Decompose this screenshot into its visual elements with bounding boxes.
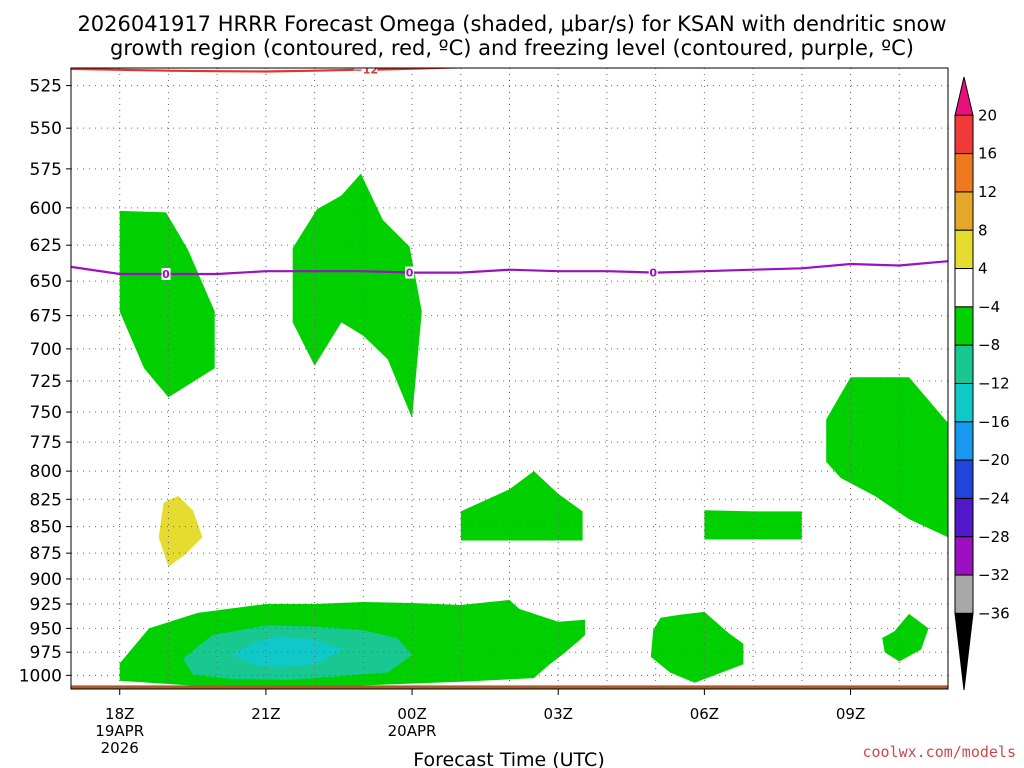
y-tick-label-775: 775 bbox=[30, 433, 62, 453]
contour-0 bbox=[71, 260, 948, 276]
plot-frame bbox=[70, 67, 949, 690]
omega-colorbar: 20 16 12 8 4 −4 −8 −12 −16 −20 −24 −28 −32 −36 bbox=[954, 76, 1010, 691]
colorbar-label-9: −20 bbox=[978, 451, 1010, 469]
contour-label-0-2: 0 bbox=[649, 267, 657, 280]
y-tick-label-525: 525 bbox=[30, 77, 62, 97]
omega-region-9 bbox=[882, 613, 929, 662]
omega-region-10 bbox=[158, 496, 203, 567]
x-axis-label: Forecast Time (UTC) bbox=[413, 749, 604, 768]
contour-label-bg-0-1 bbox=[405, 266, 415, 279]
y-tick-label-950: 950 bbox=[30, 619, 62, 639]
colorbar-box-5 bbox=[954, 268, 974, 308]
y-tick-label-850: 850 bbox=[30, 518, 62, 538]
ground-surface bbox=[71, 685, 948, 689]
x-tick-label-06Z: 06Z bbox=[690, 705, 719, 723]
colorbar-box-10 bbox=[954, 459, 974, 499]
y-tick-label-1000: 1000 bbox=[19, 666, 62, 686]
chart-title-line2: growth region (contoured, red, ºC) and f… bbox=[110, 36, 914, 60]
y-tick-label-750: 750 bbox=[30, 403, 62, 423]
y-tick-label-875: 875 bbox=[30, 544, 62, 564]
colorbar-box-8 bbox=[954, 383, 974, 423]
contour-label-1-0: −12 bbox=[354, 64, 379, 77]
colorbar-box-2 bbox=[954, 153, 974, 193]
colorbar-label-12: −32 bbox=[978, 566, 1010, 584]
x-tick-label-09Z: 09Z bbox=[836, 705, 865, 723]
x-tick-label-00Z: 00Z bbox=[397, 705, 426, 723]
colorbar-label-3: 8 bbox=[978, 221, 988, 239]
y-tick-label-900: 900 bbox=[30, 570, 62, 590]
omega-region-0 bbox=[119, 210, 215, 398]
x-tick-label-21Z: 21Z bbox=[251, 705, 280, 723]
omega-region-3 bbox=[460, 471, 583, 541]
x-tick-label-03Z: 03Z bbox=[544, 705, 573, 723]
omega-region-8 bbox=[650, 611, 744, 683]
x-tick-year-18Z: 2026 bbox=[101, 739, 139, 757]
y-tick-label-725: 725 bbox=[30, 372, 62, 392]
contour-label-bg-0-0 bbox=[161, 268, 171, 281]
colorbar-label-10: −24 bbox=[978, 489, 1010, 507]
y-tick-label-825: 825 bbox=[30, 490, 62, 510]
contour-label-0-0: 0 bbox=[162, 268, 170, 281]
y-tick-label-550: 550 bbox=[30, 119, 62, 139]
colorbar-box-1 bbox=[954, 114, 974, 155]
colorbar-label-4: 4 bbox=[978, 260, 988, 278]
grid-layer bbox=[71, 68, 948, 689]
colorbar-box-12 bbox=[954, 536, 974, 576]
colorbar-label-11: −28 bbox=[978, 528, 1010, 546]
x-tick-date-18Z: 19APR bbox=[95, 722, 144, 740]
y-tick-label-925: 925 bbox=[30, 595, 62, 615]
colorbar-box-11 bbox=[954, 497, 974, 538]
omega-region-7 bbox=[231, 636, 344, 668]
y-tick-label-625: 625 bbox=[30, 236, 62, 256]
credit-text: coolwx.com/models bbox=[862, 743, 1016, 761]
x-tick-date-00Z: 20APR bbox=[388, 722, 437, 740]
contour-layer: 0 0 0 −12 bbox=[71, 64, 948, 281]
omega-region-1 bbox=[292, 173, 422, 419]
colorbar-label-13: −36 bbox=[978, 604, 1010, 622]
omega-shading-layer bbox=[119, 173, 948, 688]
colorbar-box-4 bbox=[954, 229, 974, 270]
pressure-axis: 525 550 575 600 625 650 675 700 725 750 775 800 825 8… bbox=[19, 77, 71, 686]
y-tick-label-975: 975 bbox=[30, 643, 62, 663]
colorbar-label-7: −12 bbox=[978, 375, 1010, 393]
y-tick-label-575: 575 bbox=[30, 160, 62, 180]
colorbar-label-2: 12 bbox=[978, 183, 997, 201]
x-tick-label-18Z: 18Z bbox=[105, 705, 134, 723]
colorbar-box-9 bbox=[954, 421, 974, 461]
y-tick-label-700: 700 bbox=[30, 340, 62, 360]
colorbar-bottom-arrow bbox=[954, 612, 974, 691]
colorbar-label-5: −4 bbox=[978, 298, 1000, 316]
colorbar-label-8: −16 bbox=[978, 413, 1010, 431]
contour-label-0-1: 0 bbox=[406, 267, 414, 280]
y-tick-label-800: 800 bbox=[30, 462, 62, 482]
colorbar-box-13 bbox=[954, 574, 974, 614]
chart-title-line1: 2026041917 HRRR Forecast Omega (shaded, … bbox=[77, 12, 946, 36]
y-tick-label-650: 650 bbox=[30, 272, 62, 292]
contour-label-bg-1-0 bbox=[354, 68, 378, 76]
colorbar-box-6 bbox=[954, 306, 974, 346]
plot-area: 0 0 0 −12 bbox=[71, 64, 948, 689]
omega-region-2 bbox=[826, 377, 948, 538]
colorbar-top-arrow bbox=[954, 76, 974, 116]
contour-label-bg-0-2 bbox=[648, 266, 658, 279]
colorbar-box-3 bbox=[954, 191, 974, 231]
colorbar-box-7 bbox=[954, 344, 974, 384]
y-tick-label-600: 600 bbox=[30, 199, 62, 219]
colorbar-label-6: −8 bbox=[978, 336, 1000, 354]
contour-1 bbox=[71, 68, 475, 73]
y-tick-label-675: 675 bbox=[30, 307, 62, 327]
colorbar-label-0: 20 bbox=[978, 106, 997, 124]
colorbar-label-1: 16 bbox=[978, 145, 997, 163]
